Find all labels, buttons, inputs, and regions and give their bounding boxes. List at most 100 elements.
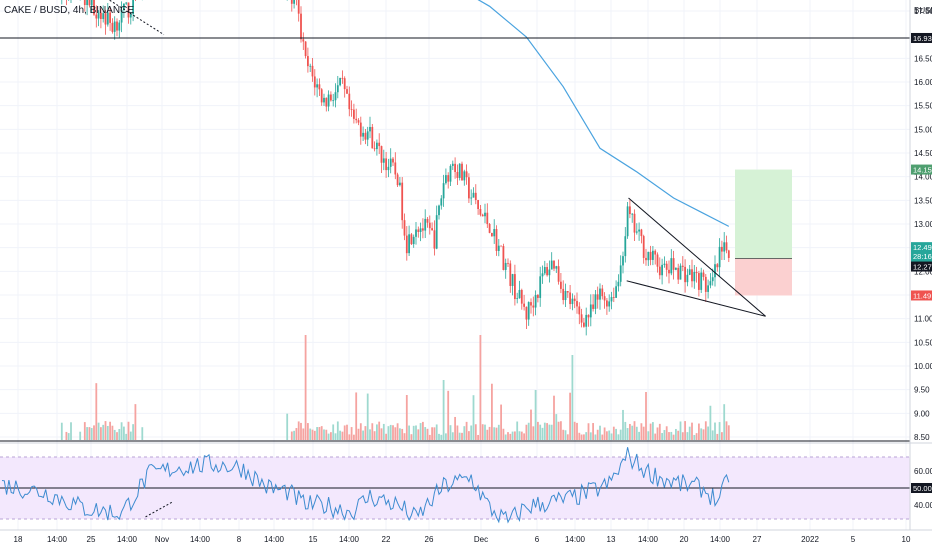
volume-bar xyxy=(302,428,305,440)
volume-bar xyxy=(343,425,346,440)
volume-bar xyxy=(297,421,300,440)
volume-bar xyxy=(339,430,341,440)
volume-bar xyxy=(686,432,689,440)
volume-bar xyxy=(79,431,82,440)
candle-body xyxy=(617,281,620,287)
volume-bar xyxy=(523,433,525,440)
candle-body xyxy=(693,271,696,282)
time-tick-label-2: 25 xyxy=(87,535,96,544)
candle-body xyxy=(129,14,132,18)
time-tick-label-4: Nov xyxy=(155,535,169,544)
volume-bar xyxy=(675,428,677,440)
candle-body xyxy=(640,229,643,237)
volume-bar xyxy=(307,423,309,440)
candle-body xyxy=(656,254,659,267)
candle-body xyxy=(564,291,567,301)
rsi-dashed-trendline[interactable] xyxy=(145,501,174,518)
position-zones[interactable] xyxy=(735,169,792,296)
volume-bar xyxy=(396,423,399,440)
volume-bar xyxy=(615,428,617,440)
candle-body xyxy=(589,304,592,318)
candle-body xyxy=(116,21,118,31)
volume-bar xyxy=(638,431,640,440)
price-dashed-trendline[interactable] xyxy=(89,0,165,36)
wedge-line-1[interactable] xyxy=(626,280,766,317)
candle-body xyxy=(560,281,562,289)
candle-body xyxy=(537,294,539,298)
candle-body xyxy=(566,291,569,293)
candle-body xyxy=(320,89,323,103)
candle-body xyxy=(686,274,689,283)
price-tick-label-3: 15.50 xyxy=(914,102,932,111)
candle-body xyxy=(100,12,102,20)
candle-body xyxy=(514,274,516,300)
candle-body xyxy=(661,264,663,276)
rsi-axis: 60.00 40.00 xyxy=(914,467,932,510)
volume-bar xyxy=(465,421,468,440)
candle-body xyxy=(541,273,544,277)
candle-body xyxy=(635,231,638,233)
volume-bar xyxy=(95,383,98,440)
candle-body xyxy=(555,266,558,269)
time-tick-label-8: 15 xyxy=(309,535,318,544)
price-axis[interactable]: 17.50 16.50 16.00 15.50 15.00 14.50 14.00 13.50… xyxy=(914,6,932,442)
volume-bar xyxy=(647,431,650,440)
candle-body xyxy=(592,304,594,309)
volume-bar xyxy=(449,425,452,440)
volume-bar xyxy=(353,434,355,440)
volume-bar xyxy=(109,421,111,440)
volume-bar xyxy=(295,428,298,440)
candle-body xyxy=(376,142,378,150)
candle-body xyxy=(392,158,394,163)
candle-body xyxy=(456,171,459,178)
volume-bar xyxy=(721,432,723,440)
candle-body xyxy=(539,276,542,298)
volume-bar xyxy=(385,433,387,440)
candle-series xyxy=(61,0,730,336)
dashed-trendlines[interactable] xyxy=(89,0,174,518)
candle-body xyxy=(373,148,376,150)
candle-body xyxy=(714,264,716,278)
volume-bar xyxy=(410,434,413,440)
candle-body xyxy=(654,250,657,255)
price-tick-label-16: 9.00 xyxy=(914,409,930,418)
candle-body xyxy=(668,269,670,274)
profit-zone[interactable] xyxy=(735,169,792,259)
candle-body xyxy=(426,218,429,223)
volume-bar xyxy=(401,428,404,440)
candle-body xyxy=(454,163,456,172)
candle-body xyxy=(488,224,491,233)
volume-bar xyxy=(359,423,362,440)
time-tick-label-13: 6 xyxy=(535,535,540,544)
volume-bar xyxy=(320,426,323,440)
stop-tag-bg xyxy=(911,290,932,301)
loss-zone[interactable] xyxy=(735,258,792,296)
candle-body xyxy=(302,39,305,42)
volume-bar xyxy=(106,425,109,440)
volume-bar xyxy=(564,430,567,440)
price-axis-unit: BUSD xyxy=(914,6,932,15)
volume-bar xyxy=(727,425,730,440)
falling-wedge-lines[interactable] xyxy=(626,197,766,317)
volume-bar xyxy=(470,425,473,440)
volume-bar xyxy=(447,390,450,440)
volume-bar xyxy=(433,427,436,440)
time-axis[interactable]: 18 14:00 25 14:00 Nov 14:00 8 14:00 15 14:00 22 26 D… xyxy=(14,535,911,544)
candle-body xyxy=(433,230,436,249)
volume-bar xyxy=(408,425,410,440)
candle-body xyxy=(346,89,348,94)
candle-body xyxy=(380,146,383,163)
candle-body xyxy=(417,229,420,232)
volume-bar xyxy=(134,404,137,440)
candle-body xyxy=(502,246,505,270)
volume-bar xyxy=(371,423,374,440)
wedge-line-0[interactable] xyxy=(628,197,766,317)
volume-bar xyxy=(617,434,620,440)
candle-body xyxy=(132,0,134,15)
volume-bar xyxy=(619,429,622,440)
time-tick-label-19: 27 xyxy=(753,535,762,544)
horizontal-levels[interactable] xyxy=(0,0,910,39)
candle-body xyxy=(461,163,463,181)
volume-bar xyxy=(456,425,459,440)
